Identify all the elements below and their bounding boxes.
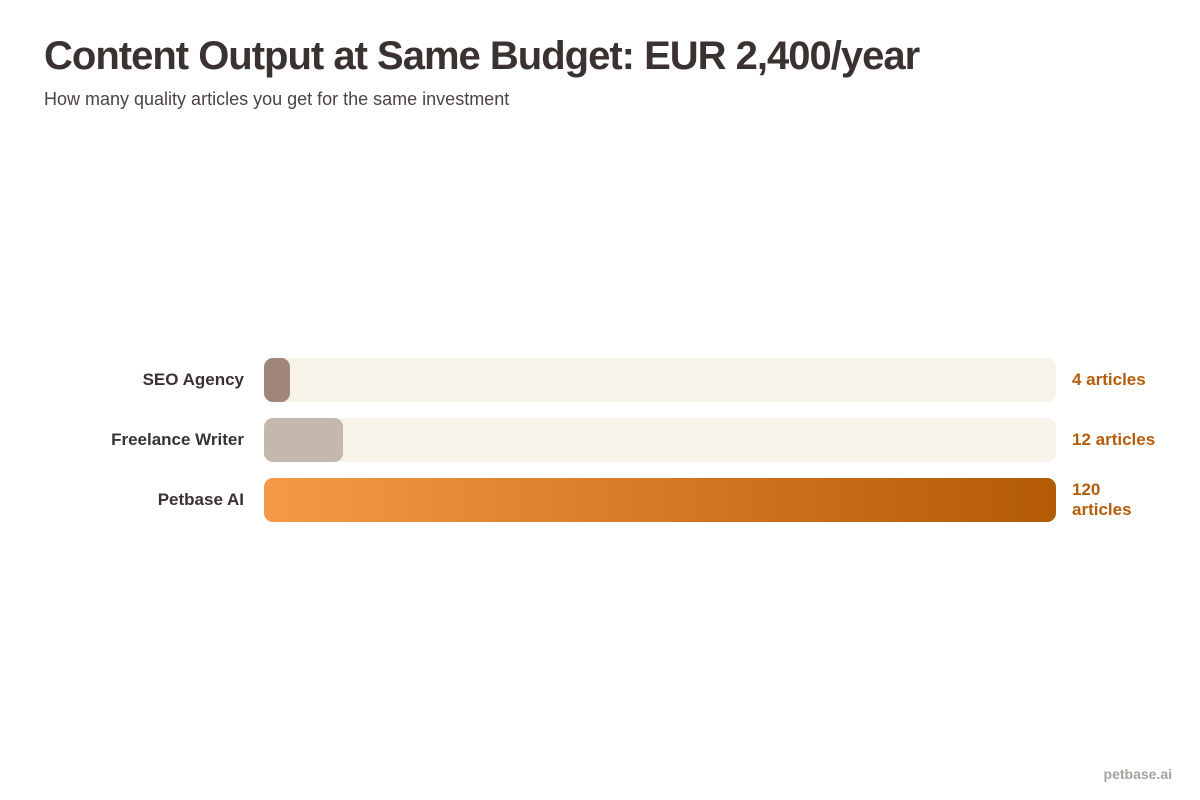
value-label: 4 articles: [1072, 370, 1146, 389]
bar-track: [264, 358, 1056, 402]
bar-row: Petbase AI 120 articles: [0, 478, 1200, 522]
chart-subtitle: How many quality articles you get for th…: [44, 89, 510, 109]
bar-row: Freelance Writer 12 articles: [0, 418, 1200, 462]
chart-title: Content Output at Same Budget: EUR 2,400…: [44, 34, 920, 78]
value-label: 12 articles: [1072, 430, 1156, 449]
bar: [264, 358, 291, 402]
bar: [264, 418, 344, 462]
bar: [264, 478, 1056, 522]
footer-brand: petbase.ai: [1103, 766, 1172, 782]
category-label: SEO Agency: [142, 370, 244, 389]
bar-row: SEO Agency 4 articles: [0, 358, 1200, 402]
category-label: Petbase AI: [157, 490, 244, 509]
bar-track: [264, 478, 1056, 522]
value-label: 120 articles: [1072, 480, 1132, 519]
bar-track: [264, 418, 1056, 462]
category-label: Freelance Writer: [111, 430, 244, 449]
